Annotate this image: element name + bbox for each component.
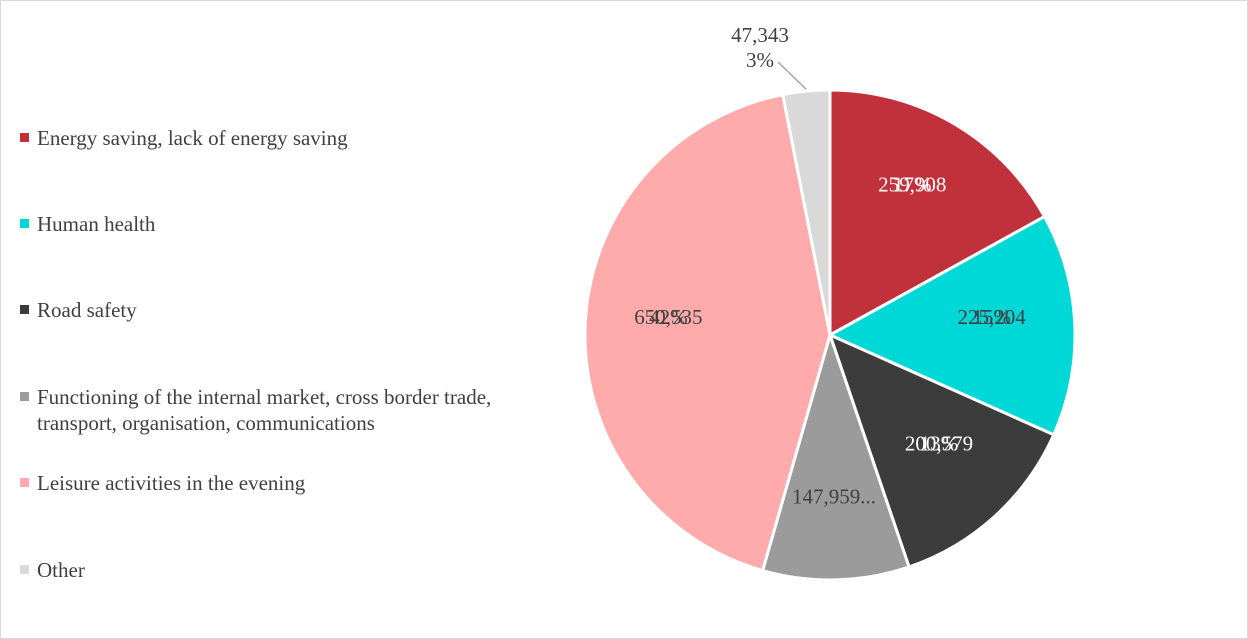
legend-label: Functioning of the internal market, cros… xyxy=(37,385,492,435)
data-label-value: 650,535 xyxy=(634,305,702,329)
pie-slice xyxy=(826,214,1077,437)
data-label-percent: 13% xyxy=(920,431,959,455)
legend-item-energy-saving: Energy saving, lack of energy saving xyxy=(20,125,537,151)
legend-label: Leisure activities in the evening xyxy=(37,471,306,495)
pie-slice xyxy=(583,92,832,573)
legend-swatch xyxy=(20,133,29,142)
pie-slice xyxy=(828,88,1047,338)
data-label-value: 147,959... xyxy=(792,485,876,509)
legend: Energy saving, lack of energy saving Hum… xyxy=(20,0,560,639)
legend-item-other: Other xyxy=(20,557,537,583)
legend-item-human-health: Human health xyxy=(20,211,537,237)
pie-slice xyxy=(780,88,832,336)
data-label-percent: 17% xyxy=(893,173,932,197)
legend-label: Road safety xyxy=(37,298,137,322)
data-label-percent: 3% xyxy=(746,48,774,72)
legend-item-leisure: Leisure activities in the evening xyxy=(20,470,537,496)
data-label-percent: 42% xyxy=(649,305,688,329)
legend-swatch xyxy=(20,219,29,228)
legend-label: Other xyxy=(37,558,85,582)
legend-swatch xyxy=(20,392,29,401)
legend-label: Human health xyxy=(37,212,156,236)
legend-swatch xyxy=(20,305,29,314)
data-label: 147,959... xyxy=(792,485,876,509)
pie-slice xyxy=(827,332,1056,569)
data-label-value: 259,908 xyxy=(878,173,946,197)
data-label-value: 47,343 xyxy=(731,23,789,47)
legend-label: Energy saving, lack of energy saving xyxy=(37,126,348,150)
data-label-value: 200,579 xyxy=(905,431,973,455)
legend-swatch xyxy=(20,565,29,574)
data-label-value: 225,204 xyxy=(957,305,1026,329)
legend-item-road-safety: Road safety xyxy=(20,297,537,323)
data-label-percent: 15% xyxy=(972,305,1011,329)
pie-slice xyxy=(760,329,911,582)
legend-swatch xyxy=(20,478,29,487)
leader-line xyxy=(777,61,807,90)
legend-item-internal-market: Functioning of the internal market, cros… xyxy=(20,384,537,436)
